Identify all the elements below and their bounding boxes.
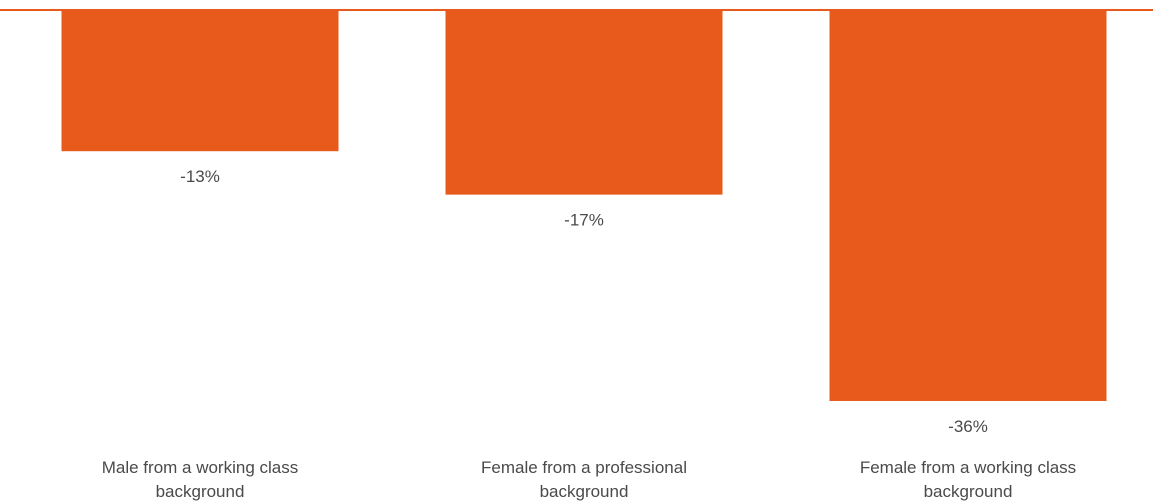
bars-group — [61, 10, 1107, 401]
bar-3 — [829, 10, 1107, 401]
category-label-3-line-2: background — [924, 482, 1013, 501]
category-label-1-line-2: background — [156, 482, 245, 501]
category-label-3-line-1: Female from a working class — [860, 458, 1076, 477]
value-labels-group: -13% -17% -36% — [180, 167, 988, 436]
category-label-2-line-2: background — [540, 482, 629, 501]
value-label-2: -17% — [564, 211, 604, 230]
bar-2 — [445, 10, 723, 195]
category-label-1-line-1: Male from a working class — [102, 458, 299, 477]
category-labels-group: Male from a working class background Femal… — [102, 458, 1076, 501]
value-label-1: -13% — [180, 167, 220, 186]
bar-1 — [61, 10, 339, 152]
value-label-3: -36% — [948, 417, 988, 436]
category-label-2-line-1: Female from a professional — [481, 458, 687, 477]
